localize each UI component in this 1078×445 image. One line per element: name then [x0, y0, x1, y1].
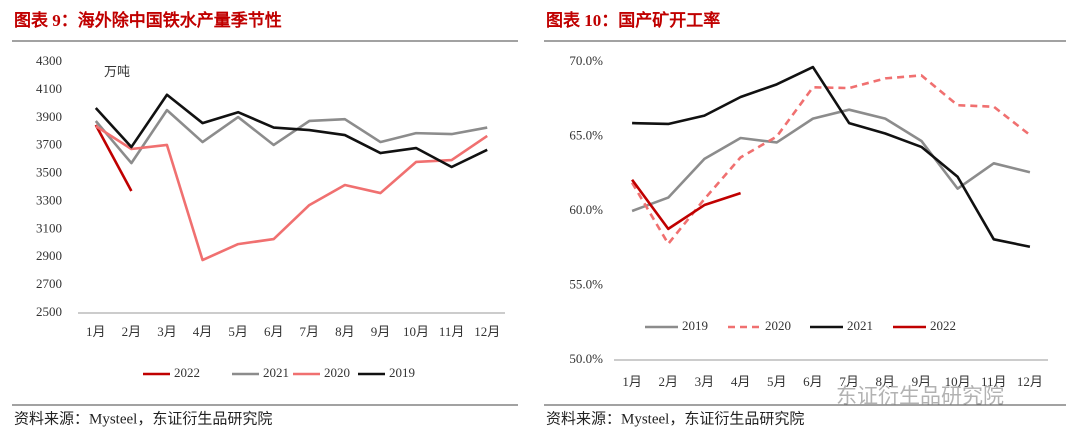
x-tick-label: 9月 — [371, 324, 391, 339]
y-tick-label: 2900 — [36, 248, 62, 263]
series-line — [94, 124, 133, 192]
x-tick-label: 12月 — [1017, 374, 1043, 389]
x-tick-label: 3月 — [157, 324, 177, 339]
x-tick-label: 4月 — [193, 324, 213, 339]
watermark: 东证衍生品研究院 — [836, 384, 1004, 408]
y-tick-label: 3700 — [36, 137, 62, 152]
series-line — [630, 74, 1031, 246]
x-tick-label: 2月 — [122, 324, 142, 339]
legend-label: 2019 — [682, 318, 708, 333]
x-tick-label: 7月 — [300, 324, 320, 339]
y-tick-label: 3500 — [36, 165, 62, 180]
series-line — [95, 125, 488, 262]
x-tick-label: 4月 — [731, 374, 751, 389]
x-tick-label: 3月 — [695, 374, 715, 389]
x-tick-label: 8月 — [335, 324, 355, 339]
x-tick-label: 12月 — [474, 324, 500, 339]
y-tick-label: 2500 — [36, 304, 62, 319]
y-tick-label: 4300 — [36, 53, 62, 68]
x-tick-label: 11月 — [981, 374, 1007, 389]
x-tick-label: 1月 — [86, 324, 106, 339]
x-tick-label: 5月 — [767, 374, 787, 389]
x-tick-label: 2月 — [658, 374, 678, 389]
legend-label: 2020 — [765, 318, 791, 333]
y-tick-label: 3900 — [36, 109, 62, 124]
x-tick-label: 5月 — [228, 324, 248, 339]
legend-label: 2021 — [263, 365, 289, 380]
series-line — [94, 108, 488, 165]
legend-label: 2022 — [930, 318, 956, 333]
y-tick-label: 50.0% — [569, 351, 603, 366]
y-tick-label: 55.0% — [569, 276, 603, 291]
x-tick-label: 8月 — [875, 374, 895, 389]
legend-label: 2020 — [324, 365, 350, 380]
chart-title: 图表 10：国产矿开工率 — [546, 10, 720, 30]
x-tick-label: 11月 — [439, 324, 465, 339]
legend-label: 2022 — [174, 365, 200, 380]
source: 资料来源：Mysteel，东证衍生品研究院 — [14, 409, 272, 427]
series-line — [632, 65, 1031, 249]
x-tick-label: 10月 — [945, 374, 971, 389]
series-line — [94, 93, 488, 169]
legend-label: 2019 — [389, 365, 415, 380]
x-tick-label: 9月 — [912, 374, 932, 389]
series-line — [631, 178, 741, 231]
legend-label: 2021 — [847, 318, 873, 333]
x-tick-label: 6月 — [264, 324, 284, 339]
y-tick-label: 4100 — [36, 81, 62, 96]
x-tick-label: 10月 — [403, 324, 429, 339]
y-tick-label: 65.0% — [569, 127, 603, 142]
chart-title: 图表 9：海外除中国铁水产量季节性 — [14, 10, 282, 30]
x-tick-label: 7月 — [839, 374, 859, 389]
y-tick-label: 60.0% — [569, 202, 603, 217]
source: 资料来源：Mysteel，东证衍生品研究院 — [546, 409, 804, 427]
x-tick-label: 1月 — [622, 374, 642, 389]
y-tick-label: 2700 — [36, 276, 62, 291]
y-tick-label: 3100 — [36, 220, 62, 235]
unit-label: 万吨 — [104, 64, 130, 79]
y-tick-label: 3300 — [36, 192, 62, 207]
y-tick-label: 70.0% — [569, 53, 603, 68]
x-tick-label: 6月 — [803, 374, 823, 389]
series-line — [631, 108, 1031, 213]
